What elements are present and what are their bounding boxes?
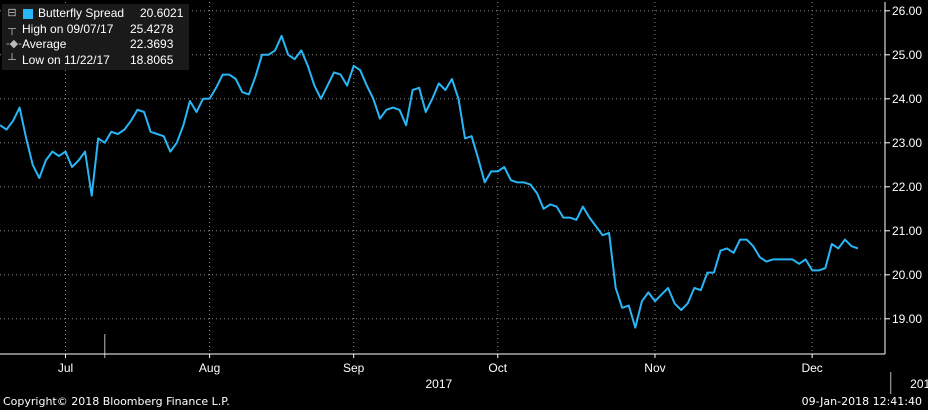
y-tick-label: 20.00 [892, 268, 922, 282]
x-tick-label: Oct [488, 361, 507, 375]
high-marker-icon: ┬ [8, 22, 16, 35]
y-tick-label: 19.00 [892, 312, 922, 326]
timestamp-text: 09-Jan-2018 12:41:40 [801, 395, 922, 408]
legend-low-label: Low on 11/22/17 [22, 52, 110, 67]
legend-high-label: High on 09/07/17 [22, 21, 114, 36]
y-tick-label: 24.00 [892, 92, 922, 106]
x-tick-label: Jul [58, 361, 73, 375]
legend-row-high[interactable]: ┬ High on 09/07/17 25.4278 [6, 22, 183, 38]
x-tick-label: Sep [343, 361, 365, 375]
x-year-label: 2017 [425, 377, 452, 391]
legend-row-series[interactable]: ⊟ Butterfly Spread 20.6021 [6, 6, 183, 22]
x-year-label: 2018 [910, 377, 928, 391]
average-marker-icon: -◆- [6, 38, 22, 50]
collapse-icon[interactable]: ⊟ [7, 7, 17, 19]
legend-series-value: 20.6021 [140, 6, 184, 20]
y-tick-label: 26.00 [892, 4, 922, 18]
x-tick-label: Aug [199, 361, 220, 375]
x-tick-label: Dec [801, 361, 822, 375]
legend-series-name: Butterfly Spread [38, 6, 125, 20]
y-tick-label: 25.00 [892, 48, 922, 62]
legend-low-value: 18.8065 [130, 52, 174, 67]
low-marker-icon: ┴ [8, 53, 16, 66]
x-tick-label: Nov [644, 361, 665, 375]
series-line-butterfly-spread [0, 34, 859, 329]
copyright-text: Copyright© 2018 Bloomberg Finance L.P. [3, 395, 230, 408]
legend: ⊟ Butterfly Spread 20.6021 ┬ High on 09/… [2, 4, 190, 70]
legend-average-value: 22.3693 [130, 37, 174, 51]
legend-high-value: 25.4278 [130, 21, 174, 36]
y-tick-label: 21.00 [892, 224, 922, 238]
y-tick-label: 22.00 [892, 180, 922, 194]
y-tick-label: 23.00 [892, 136, 922, 150]
legend-average-label: Average [22, 37, 67, 51]
legend-row-low[interactable]: ┴ Low on 11/22/17 18.8065 [6, 53, 183, 69]
legend-row-average[interactable]: -◆- Average 22.3693 [6, 37, 183, 53]
series-swatch [23, 8, 33, 19]
